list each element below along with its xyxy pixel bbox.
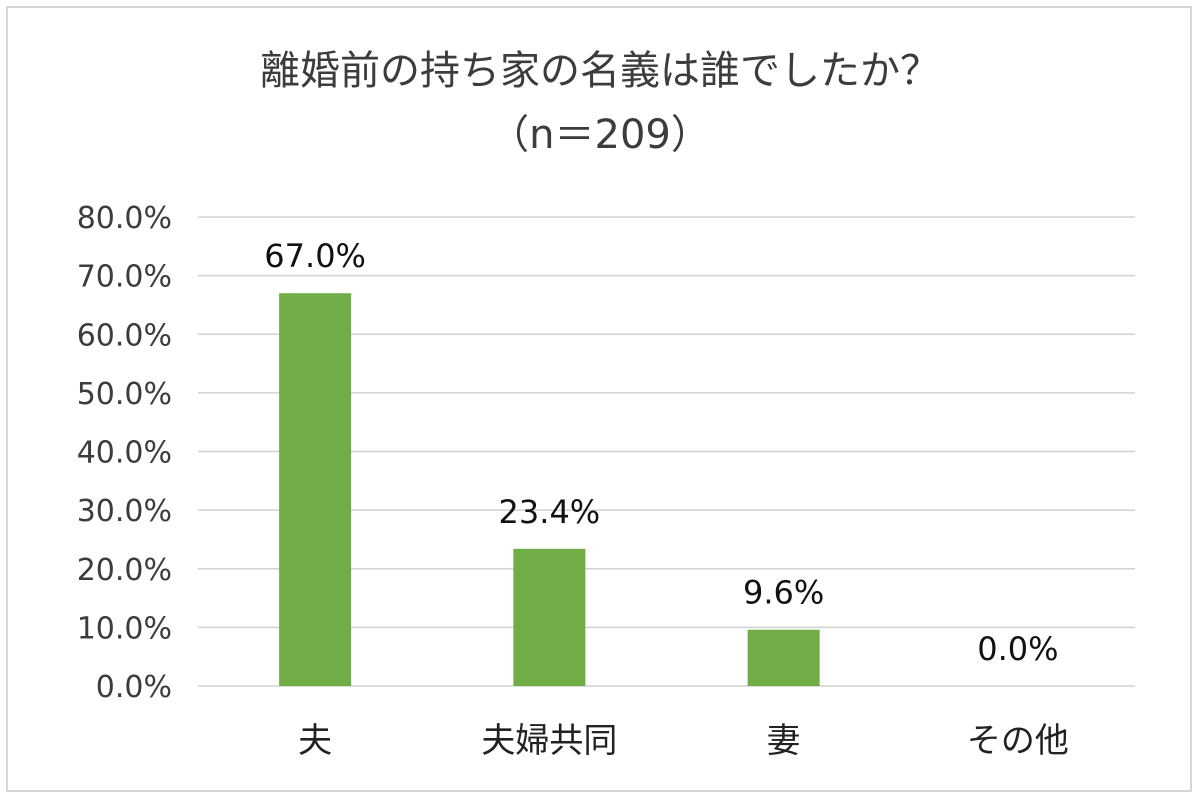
y-tick-label: 40.0% bbox=[77, 436, 172, 471]
y-tick-label: 80.0% bbox=[77, 201, 172, 236]
x-tick-label: 夫 bbox=[298, 721, 332, 761]
gridlines bbox=[198, 216, 1135, 687]
y-tick-label: 70.0% bbox=[77, 260, 172, 295]
y-tick-label: 30.0% bbox=[77, 494, 172, 529]
x-tick-label: 夫婦共同 bbox=[481, 721, 617, 761]
data-labels: 67.0% 23.4% 9.6% 0.0% bbox=[264, 237, 1058, 668]
y-tick-label: 50.0% bbox=[77, 377, 172, 412]
data-label: 9.6% bbox=[743, 574, 824, 612]
x-tick-label: 妻 bbox=[767, 721, 801, 761]
y-axis-ticks: 0.0% 10.0% 20.0% 30.0% 40.0% 50.0% 60.0% 70.0% 8… bbox=[77, 201, 172, 705]
chart-frame bbox=[6, 6, 1192, 792]
y-tick-label: 20.0% bbox=[77, 553, 172, 588]
bar bbox=[279, 293, 352, 686]
x-tick-label: その他 bbox=[967, 721, 1069, 761]
bar bbox=[513, 548, 586, 686]
y-tick-label: 60.0% bbox=[77, 318, 172, 353]
bars bbox=[279, 293, 820, 686]
data-label: 67.0% bbox=[264, 237, 366, 275]
x-axis-ticks: 夫 夫婦共同 妻 その他 bbox=[298, 721, 1069, 761]
chart-title: 離婚前の持ち家の名義は誰でしたか？ bbox=[260, 48, 940, 94]
y-tick-label: 0.0% bbox=[96, 670, 172, 705]
data-label: 23.4% bbox=[499, 493, 601, 531]
data-label: 0.0% bbox=[977, 630, 1058, 668]
bar bbox=[747, 629, 820, 686]
chart-subtitle: （n＝209） bbox=[489, 112, 711, 158]
y-tick-label: 10.0% bbox=[77, 611, 172, 646]
